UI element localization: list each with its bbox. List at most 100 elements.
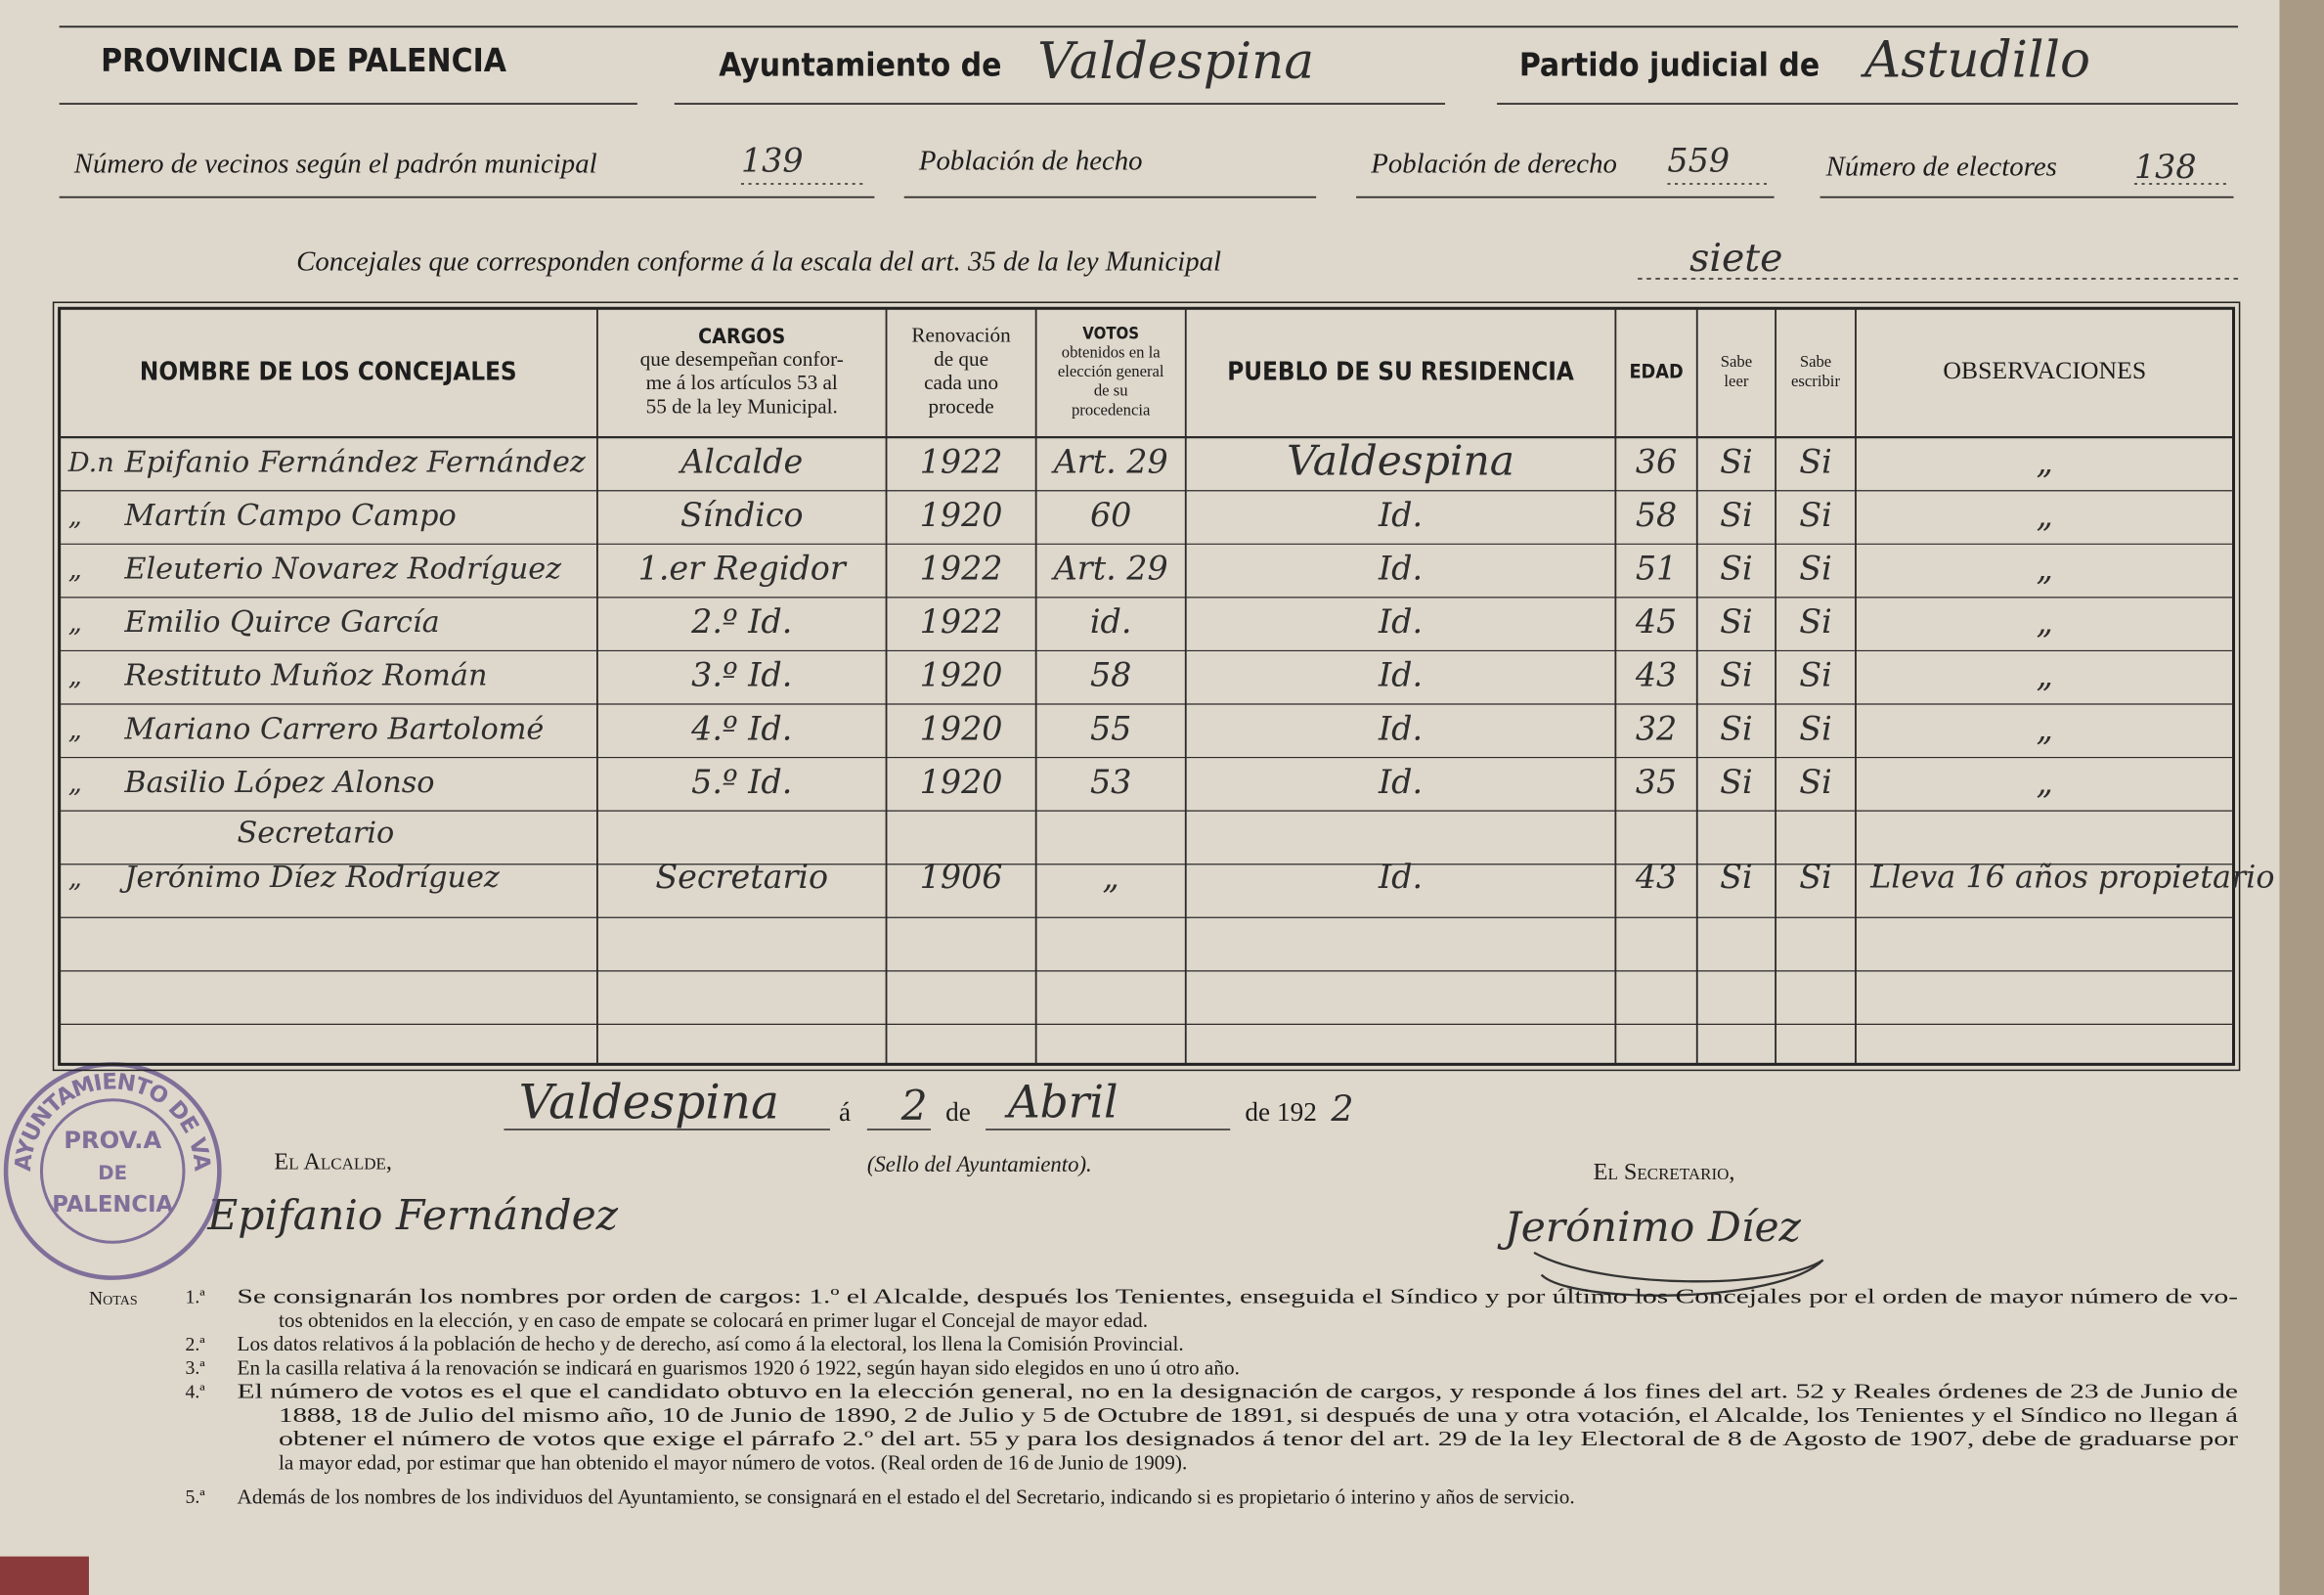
note-number: 1.ª [185, 1286, 205, 1307]
stamp-center-line: PROV.A [64, 1126, 161, 1154]
table-cell: 35 [1636, 763, 1677, 801]
table-cell: 1920 [920, 496, 1003, 534]
column-header: procede [929, 394, 994, 418]
secretario-label: El Secretario, [1594, 1159, 1735, 1185]
table-cell: „ [2037, 709, 2053, 747]
note-line: Se consignarán los nombres por orden de … [238, 1285, 2239, 1308]
poblacion-hecho-label: Población de hecho [918, 145, 1143, 176]
signature-flourish [1533, 1251, 1824, 1297]
table-cell: Si [1720, 656, 1753, 694]
column-header: de que [934, 347, 988, 371]
table-cell: „ [1103, 858, 1119, 896]
note-number: 2.ª [185, 1334, 205, 1355]
ayuntamiento-label: Ayuntamiento de [719, 46, 1001, 84]
table-cell: Si [1799, 442, 1832, 480]
column-header: EDAD [1629, 361, 1683, 383]
table-cell: 1922 [920, 442, 1003, 480]
row-prefix: „ [68, 554, 82, 585]
notes-label: Notas [89, 1288, 138, 1309]
table-cell: 2.º Id. [690, 602, 792, 641]
row-prefix: „ [68, 863, 82, 893]
table-cell: Valdespina [1287, 437, 1514, 485]
column-header: Sabe [1800, 352, 1831, 371]
column-header: que desempeñan confor- [640, 347, 844, 371]
table-cell: „ [2037, 550, 2053, 588]
stamp-center-line: PALENCIA [52, 1192, 173, 1218]
column-header: procedencia [1072, 400, 1151, 419]
date-a: á [839, 1097, 851, 1127]
date-day: 2 [900, 1083, 928, 1130]
table-cell: Síndico [680, 496, 804, 534]
row-prefix: „ [68, 768, 82, 798]
table-cell: Si [1799, 496, 1832, 534]
table-cell: Eleuterio Novarez Rodríguez [123, 553, 562, 587]
stamp-center-line: DE [98, 1162, 127, 1184]
note-line: obtener el número de votos que exige el … [279, 1427, 2238, 1450]
column-header: NOMBRE DE LOS CONCEJALES [140, 358, 517, 387]
table-cell: 55 [1090, 709, 1131, 747]
table-cell: „ [2037, 442, 2053, 480]
table-cell: Art. 29 [1051, 550, 1168, 588]
table-cell: Id. [1378, 656, 1423, 694]
table-frame [58, 306, 2236, 1066]
table-cell: 1922 [920, 602, 1003, 641]
table-cell: Si [1799, 656, 1832, 694]
table-frame-inner [52, 301, 2241, 1072]
table-cell: Secretario [655, 858, 828, 896]
table-cell: Id. [1378, 858, 1423, 896]
column-header: CARGOS [698, 325, 785, 349]
table-cell: Si [1799, 709, 1832, 747]
partido: Astudillo [1861, 31, 2090, 90]
note-line: la mayor edad, por estimar que han obten… [279, 1450, 1187, 1474]
table-cell: Restituto Muñoz Román [123, 659, 487, 693]
table-cell: Martín Campo Campo [123, 499, 456, 533]
table-cell: 58 [1636, 496, 1677, 534]
table-cell: Si [1720, 496, 1753, 534]
table-cell: „ [2037, 602, 2053, 641]
concejales: siete [1689, 236, 1782, 281]
table-cell: 43 [1635, 656, 1677, 694]
concejales-label: Concejales que corresponden conforme á l… [296, 245, 1221, 277]
table-cell: 1920 [920, 763, 1003, 801]
secretario-signature: Jerónimo Díez [1497, 1204, 1802, 1252]
table-cell: Lleva 16 años propietario [1869, 858, 2274, 895]
table-cell: „ [2037, 763, 2053, 801]
table-cell: 5.º Id. [691, 763, 792, 801]
note-line: Los datos relativos á la población de he… [238, 1332, 1184, 1355]
column-header: elección general [1058, 362, 1164, 380]
table-cell: 1920 [920, 656, 1003, 694]
table-cell: 36 [1636, 442, 1677, 480]
table-cell: 1920 [920, 709, 1003, 747]
table-cell: 58 [1090, 656, 1131, 694]
book-edge [2279, 0, 2324, 1595]
table-cell: Alcalde [678, 442, 803, 480]
column-header: leer [1724, 372, 1748, 390]
row-prefix: D.n [67, 448, 114, 478]
row-prefix: „ [68, 502, 82, 532]
ayuntamiento: Valdespina [1037, 32, 1314, 91]
column-header: me á los artículos 53 al [646, 371, 838, 394]
binding-corner [0, 1556, 89, 1595]
table-cell: id. [1090, 602, 1132, 641]
date-de: de [945, 1097, 971, 1127]
date-month: Abril [1004, 1076, 1118, 1128]
note-line: tos obtenidos en la elección, y en caso … [279, 1308, 1148, 1332]
table-cell: Si [1799, 763, 1832, 801]
table-cell: Si [1799, 858, 1832, 896]
table-cell: Si [1720, 763, 1753, 801]
row-prefix: „ [68, 661, 82, 691]
row-prefix: „ [68, 608, 82, 639]
table-cell: Mariano Carrero Bartolomé [123, 712, 544, 746]
table-cell: 1922 [920, 550, 1003, 588]
partido-label: Partido judicial de [1519, 46, 1820, 84]
date-place: Valdespina [519, 1075, 779, 1130]
table-cell: Si [1720, 442, 1753, 480]
column-header: OBSERVACIONES [1943, 356, 2146, 384]
table-cell: Basilio López Alonso [123, 766, 434, 800]
note-line: El número de votos es el que el candidat… [238, 1380, 2239, 1403]
column-header: de su [1094, 381, 1128, 400]
note-line: En la casilla relativa á la renovación s… [238, 1355, 1240, 1379]
table-cell: Si [1720, 709, 1753, 747]
